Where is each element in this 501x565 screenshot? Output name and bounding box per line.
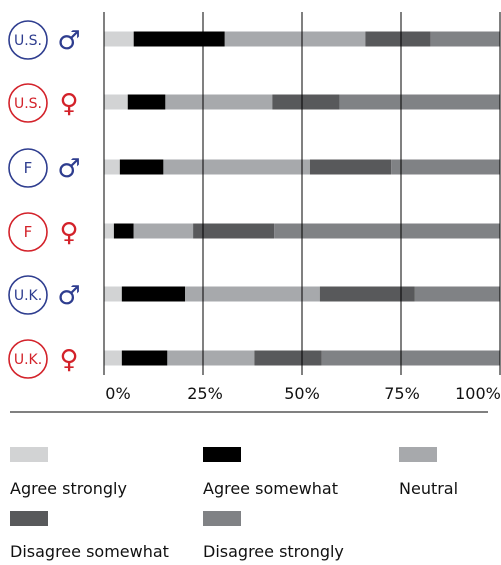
x-tick-label: 50%: [284, 384, 320, 403]
bar-segment: [104, 159, 120, 175]
legend-label: Neutral: [399, 479, 459, 498]
female-symbol: ♀: [59, 345, 78, 375]
bar-segment: [104, 350, 122, 366]
x-tick-label: 25%: [187, 384, 223, 403]
x-tick-label: 0%: [105, 384, 130, 403]
category-label: F: [24, 159, 33, 177]
male-symbol: ♂: [57, 26, 80, 56]
x-tick-label: 100%: [455, 384, 501, 403]
category-badge: [8, 275, 48, 315]
bar-segment: [121, 286, 186, 302]
legend-swatch: [399, 447, 437, 462]
male-symbol: ♂: [57, 154, 80, 184]
bar-segment: [430, 31, 500, 47]
legend-label: Disagree strongly: [203, 542, 344, 561]
bar-segment: [104, 94, 128, 110]
bar-segment: [119, 159, 164, 175]
bar-segment: [185, 286, 320, 302]
legend-swatch: [10, 511, 48, 526]
category-label: U.K.: [14, 352, 42, 368]
category-label: F: [24, 223, 33, 241]
bar-segment: [104, 286, 122, 302]
bar-segment: [391, 159, 500, 175]
category-label: U.S.: [14, 96, 42, 112]
bar-segment: [321, 350, 500, 366]
female-symbol: ♀: [59, 89, 78, 119]
bar-segment: [254, 350, 322, 366]
bar-segment: [165, 94, 273, 110]
bar-segment: [133, 31, 225, 47]
legend-label: Agree strongly: [10, 479, 127, 498]
category-badge: [8, 339, 48, 379]
bar-segment: [167, 350, 255, 366]
category-label: U.S.: [14, 33, 42, 49]
bar-segment: [104, 223, 114, 239]
bar-segment: [309, 159, 392, 175]
category-badge: [8, 148, 48, 188]
legend-label: Disagree somewhat: [10, 542, 169, 561]
bar-segment: [163, 159, 310, 175]
bar-segment: [224, 31, 366, 47]
bar-segment: [193, 223, 275, 239]
legend-swatch: [10, 447, 48, 462]
female-symbol: ♀: [59, 218, 78, 248]
category-label: U.K.: [14, 288, 42, 304]
legend-swatch: [203, 511, 241, 526]
bar-segment: [272, 94, 340, 110]
legend-label: Agree somewhat: [203, 479, 338, 498]
bar-segment: [319, 286, 415, 302]
category-badge: [8, 83, 48, 123]
bar-segment: [127, 94, 166, 110]
bar-segment: [414, 286, 500, 302]
legend-swatch: [203, 447, 241, 462]
bar-segment: [121, 350, 168, 366]
category-badge: [8, 20, 48, 60]
bar-segment: [133, 223, 194, 239]
bar-segment: [113, 223, 134, 239]
bar-segment: [274, 223, 500, 239]
bar-segment: [339, 94, 500, 110]
x-tick-label: 75%: [384, 384, 420, 403]
male-symbol: ♂: [57, 281, 80, 311]
bar-segment: [365, 31, 431, 47]
bar-segment: [104, 31, 134, 47]
category-badge: [8, 212, 48, 252]
